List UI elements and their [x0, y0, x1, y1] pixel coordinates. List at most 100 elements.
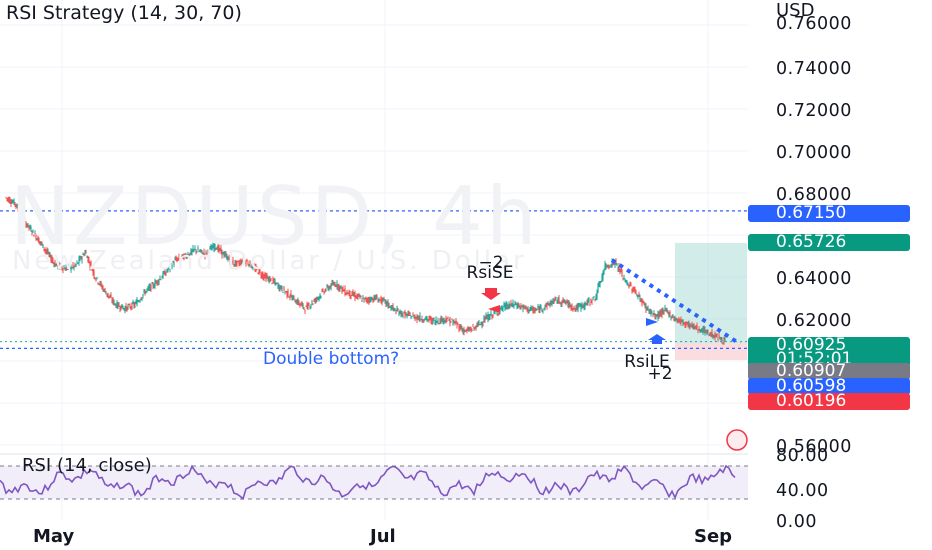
- candle-body: [409, 312, 411, 315]
- candle-body: [165, 273, 167, 275]
- candle-body: [646, 307, 648, 309]
- candle-body: [632, 287, 634, 292]
- candle-body: [22, 218, 24, 221]
- candle-body: [478, 321, 480, 325]
- candle-body: [704, 328, 706, 335]
- candle-body: [367, 299, 369, 301]
- candle-body: [63, 267, 65, 269]
- candle-body: [26, 225, 28, 227]
- rsi-indicator-label[interactable]: RSI (14, close): [22, 455, 152, 476]
- candle-body: [470, 328, 472, 330]
- candle-body: [238, 263, 240, 265]
- candle-body: [49, 253, 51, 256]
- candle-body: [493, 310, 495, 314]
- candle-body: [630, 285, 632, 287]
- stop-gray-badge[interactable]: 0.60907: [748, 363, 910, 380]
- candle-body: [390, 306, 392, 309]
- candle-body: [441, 317, 443, 321]
- candle-body: [36, 238, 38, 240]
- time-label: May: [33, 526, 75, 547]
- level-line-badge[interactable]: 0.67150: [748, 205, 910, 222]
- candle-body: [549, 303, 551, 306]
- candle-body: [374, 296, 376, 299]
- candle-body: [206, 253, 208, 255]
- candle-body: [97, 282, 99, 284]
- candle-body: [114, 303, 116, 305]
- candle-body: [591, 302, 593, 304]
- candle-body: [599, 283, 601, 288]
- candle-body: [448, 320, 450, 322]
- candle-body: [176, 259, 178, 262]
- candle-body: [430, 318, 432, 322]
- candle-body: [457, 323, 459, 325]
- candle-body: [685, 322, 687, 326]
- candle-body: [563, 299, 565, 301]
- candle-body: [173, 262, 175, 265]
- candle-body: [504, 304, 506, 309]
- candle-body: [267, 278, 269, 280]
- candle-body: [621, 271, 623, 277]
- candle-body: [343, 290, 345, 292]
- candle-body: [66, 268, 68, 270]
- candle-body: [416, 316, 418, 320]
- strategy-title[interactable]: RSI Strategy (14, 30, 70): [6, 2, 242, 24]
- candle-body: [175, 257, 177, 260]
- candle-body: [642, 300, 644, 303]
- candle-body: [400, 311, 402, 315]
- candle-body: [396, 308, 398, 311]
- candle-body: [237, 260, 239, 262]
- entry-badge[interactable]: 0.60598: [748, 378, 910, 395]
- currency-label[interactable]: USD: [776, 0, 815, 21]
- candle-body: [607, 264, 609, 267]
- candle-body: [453, 321, 455, 324]
- candle-body: [126, 306, 128, 311]
- candle-body: [100, 281, 102, 285]
- candle-body: [30, 228, 32, 232]
- candle-body: [133, 303, 135, 307]
- candle-body: [12, 201, 14, 203]
- candle-body: [44, 248, 46, 251]
- candle-body: [91, 269, 93, 271]
- candle-body: [14, 202, 16, 205]
- candle-body: [37, 236, 39, 242]
- candle-body: [676, 319, 678, 321]
- candle-body: [489, 315, 491, 319]
- candle-body: [112, 298, 114, 303]
- candle-body: [566, 300, 568, 302]
- candle-body: [195, 249, 197, 252]
- candle-body: [502, 308, 504, 310]
- candle-body: [381, 298, 383, 304]
- candle-body: [511, 304, 513, 306]
- candle-body: [319, 294, 321, 297]
- candle-body: [597, 285, 599, 293]
- candle-body: [718, 335, 720, 337]
- candle-body: [462, 329, 464, 332]
- candle-body: [589, 303, 591, 305]
- candle-body: [724, 339, 726, 341]
- candle-body: [297, 299, 299, 304]
- double-bottom-note[interactable]: Double bottom?: [263, 349, 400, 369]
- candle-body: [482, 323, 484, 325]
- candle-body: [40, 242, 42, 244]
- candle-body: [542, 309, 544, 311]
- candle-body: [122, 307, 124, 309]
- stop-red-badge[interactable]: 0.60196: [748, 393, 910, 410]
- candle-body: [90, 262, 92, 266]
- target-badge[interactable]: 0.65726: [748, 234, 910, 251]
- candle-body: [182, 254, 184, 259]
- candle-body: [220, 247, 222, 253]
- candle-body: [187, 253, 189, 257]
- candle-body: [263, 275, 265, 279]
- short-marker-icon: [488, 305, 500, 313]
- candle-body: [358, 294, 360, 296]
- candle-body: [354, 293, 356, 299]
- candle-body: [364, 297, 366, 299]
- candle-body: [634, 289, 636, 293]
- candle-body: [7, 197, 9, 200]
- candle-body: [497, 313, 499, 315]
- candle-body: [221, 249, 223, 256]
- candle-body: [179, 257, 181, 260]
- price-tick: 0.74000: [776, 59, 852, 79]
- candle-body: [194, 248, 196, 250]
